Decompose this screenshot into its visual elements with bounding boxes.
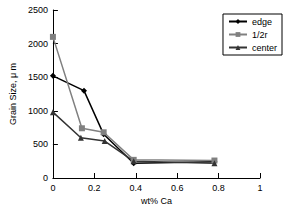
svg-text:1000: 1000	[28, 106, 48, 116]
svg-text:Grain Size, μ m: Grain Size, μ m	[8, 63, 18, 125]
svg-text:1/2r: 1/2r	[252, 30, 268, 40]
svg-text:1500: 1500	[28, 72, 48, 82]
svg-text:wt% Ca: wt% Ca	[140, 196, 172, 206]
svg-text:0.2: 0.2	[88, 183, 101, 193]
svg-text:0: 0	[50, 183, 55, 193]
svg-text:500: 500	[33, 139, 48, 149]
svg-text:center: center	[252, 43, 277, 53]
svg-text:2000: 2000	[28, 39, 48, 49]
svg-text:1: 1	[257, 183, 262, 193]
svg-text:0.4: 0.4	[129, 183, 142, 193]
svg-text:edge: edge	[252, 17, 272, 27]
svg-text:0: 0	[43, 173, 48, 183]
svg-text:2500: 2500	[28, 5, 48, 15]
svg-text:0.6: 0.6	[171, 183, 184, 193]
svg-text:0.8: 0.8	[212, 183, 225, 193]
